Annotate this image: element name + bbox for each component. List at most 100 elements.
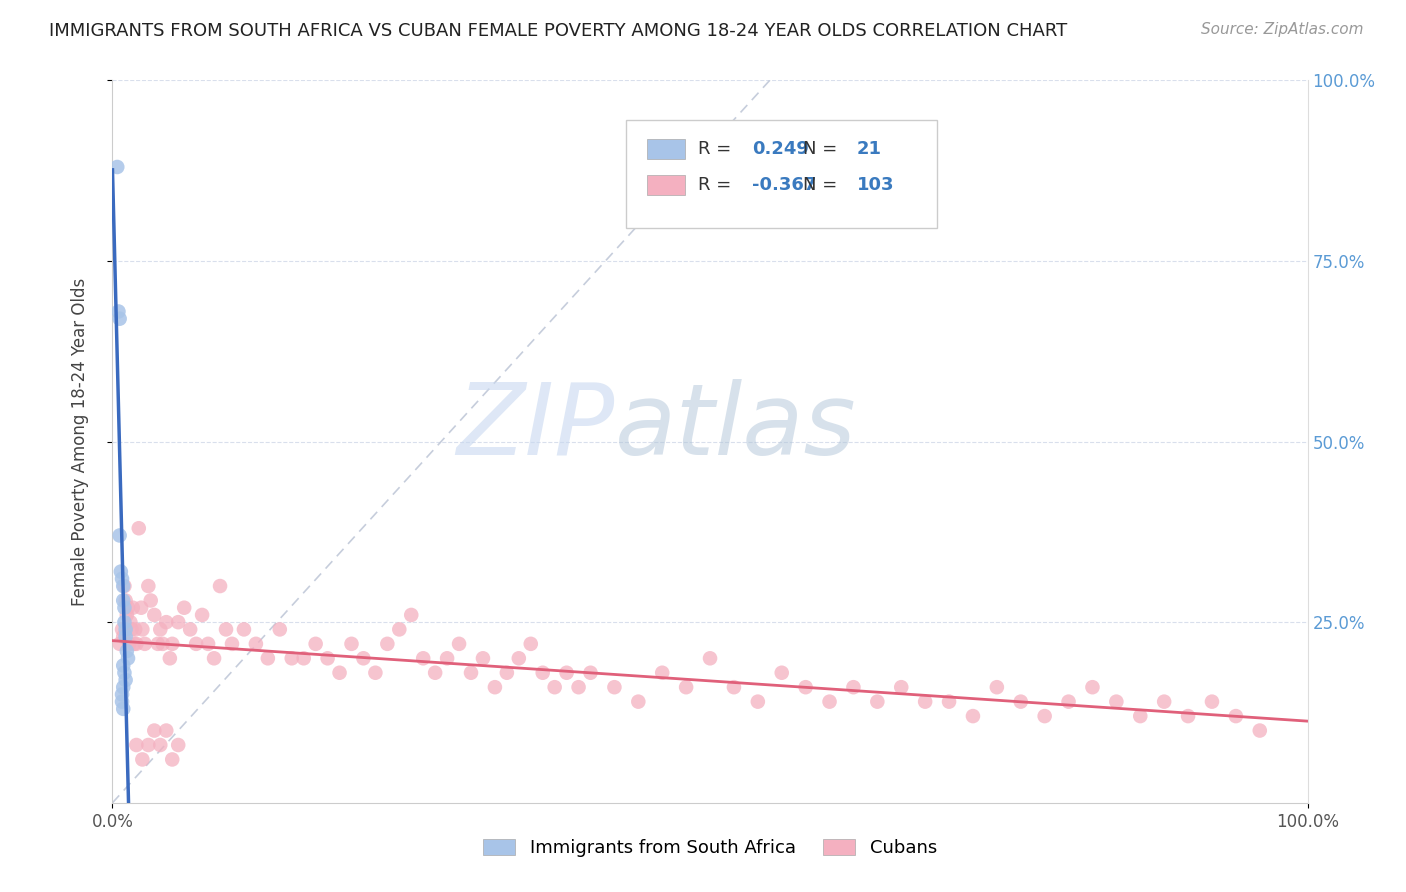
Point: [138, 738, 160, 752]
FancyBboxPatch shape: [647, 175, 685, 195]
Text: ZIP: ZIP: [456, 378, 614, 475]
Text: -0.367: -0.367: [752, 176, 817, 194]
Point: [197, 637, 219, 651]
Point: [139, 593, 162, 607]
FancyBboxPatch shape: [647, 139, 685, 159]
Point: [555, 665, 578, 680]
Point: [173, 600, 195, 615]
Point: [305, 637, 328, 651]
Point: [508, 651, 530, 665]
Point: [425, 665, 447, 680]
Point: [233, 623, 256, 637]
Point: [1225, 709, 1247, 723]
Text: 103: 103: [858, 176, 894, 194]
Point: [568, 680, 591, 694]
FancyBboxPatch shape: [627, 120, 938, 228]
Point: [143, 607, 166, 622]
Y-axis label: Female Poverty Among 18-24 Year Olds: Female Poverty Among 18-24 Year Olds: [70, 277, 89, 606]
Point: [543, 680, 565, 694]
Point: [143, 723, 166, 738]
Point: [401, 607, 423, 622]
Point: [112, 579, 135, 593]
Point: [125, 738, 148, 752]
Point: [152, 637, 174, 651]
Point: [962, 709, 984, 723]
Point: [986, 680, 1008, 694]
Point: [111, 623, 134, 637]
Point: [914, 695, 936, 709]
Point: [112, 593, 135, 607]
Text: atlas: atlas: [614, 378, 856, 475]
Point: [114, 623, 136, 637]
Point: [460, 665, 482, 680]
Point: [114, 579, 135, 593]
Point: [138, 579, 160, 593]
Point: [747, 695, 769, 709]
Point: [520, 637, 543, 651]
Point: [1033, 709, 1056, 723]
Point: [167, 615, 190, 630]
Point: [221, 637, 243, 651]
Point: [125, 637, 148, 651]
Point: [245, 637, 267, 651]
Point: [1057, 695, 1080, 709]
Point: [149, 623, 172, 637]
Point: [121, 600, 143, 615]
Point: [114, 615, 135, 630]
Point: [202, 651, 225, 665]
Text: Source: ZipAtlas.com: Source: ZipAtlas.com: [1201, 22, 1364, 37]
Point: [329, 665, 352, 680]
Point: [412, 651, 434, 665]
Point: [155, 615, 177, 630]
Point: [531, 665, 554, 680]
Point: [117, 600, 139, 615]
Point: [377, 637, 399, 651]
Point: [112, 680, 135, 694]
Point: [436, 651, 458, 665]
Text: R =: R =: [699, 140, 737, 158]
Point: [120, 615, 142, 630]
Point: [118, 637, 141, 651]
Point: [1129, 709, 1152, 723]
Point: [128, 521, 150, 535]
Point: [579, 665, 602, 680]
Point: [186, 637, 208, 651]
Text: N =: N =: [803, 140, 844, 158]
Point: [122, 637, 145, 651]
Point: [114, 665, 135, 680]
Point: [115, 644, 138, 658]
Point: [149, 738, 172, 752]
Point: [257, 651, 280, 665]
Point: [770, 665, 793, 680]
Point: [134, 637, 156, 651]
Point: [1010, 695, 1032, 709]
Point: [496, 665, 519, 680]
Point: [129, 600, 152, 615]
Point: [209, 579, 232, 593]
Point: [115, 607, 138, 622]
Point: [890, 680, 912, 694]
Point: [1177, 709, 1199, 723]
Point: [269, 623, 291, 637]
Point: [111, 695, 134, 709]
Legend: Immigrants from South Africa, Cubans: Immigrants from South Africa, Cubans: [474, 830, 946, 866]
Point: [114, 593, 136, 607]
Point: [112, 658, 135, 673]
Point: [162, 752, 183, 766]
Point: [124, 623, 146, 637]
Point: [215, 623, 238, 637]
Point: [179, 623, 201, 637]
Point: [292, 651, 315, 665]
Text: IMMIGRANTS FROM SOUTH AFRICA VS CUBAN FEMALE POVERTY AMONG 18-24 YEAR OLDS CORRE: IMMIGRANTS FROM SOUTH AFRICA VS CUBAN FE…: [49, 22, 1067, 40]
Point: [281, 651, 304, 665]
Point: [108, 311, 131, 326]
Point: [112, 630, 135, 644]
Point: [352, 651, 374, 665]
Point: [121, 623, 143, 637]
Point: [191, 607, 214, 622]
Point: [162, 637, 183, 651]
Text: R =: R =: [699, 176, 737, 194]
Point: [388, 623, 411, 637]
Text: 21: 21: [858, 140, 882, 158]
Point: [603, 680, 626, 694]
